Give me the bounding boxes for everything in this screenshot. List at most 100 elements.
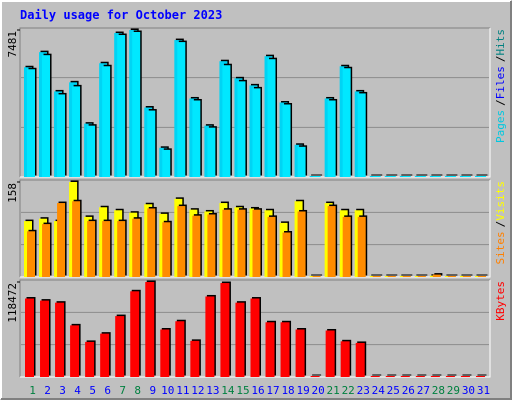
- bar: [205, 296, 215, 377]
- bar: [190, 340, 200, 377]
- bar: [327, 206, 336, 277]
- bar: [162, 149, 171, 177]
- plot-frame-dark: [19, 27, 490, 177]
- legend-entry: Pages: [494, 110, 507, 143]
- bar-shadow: [404, 174, 413, 176]
- bar: [265, 322, 275, 377]
- bar: [402, 276, 411, 277]
- bar: [310, 376, 320, 377]
- bar: [132, 218, 141, 277]
- bar-shadow: [389, 174, 398, 176]
- bar: [400, 376, 410, 377]
- bar: [340, 341, 350, 377]
- x-tick-label: 11: [176, 384, 189, 397]
- bar-shadow: [462, 374, 472, 376]
- legend-entry: Files: [494, 66, 507, 99]
- bar: [85, 341, 95, 377]
- x-tick-label: 6: [104, 384, 111, 397]
- x-tick-label: 19: [296, 384, 309, 397]
- legend-entry: Hits: [494, 29, 507, 56]
- bar: [387, 176, 396, 177]
- bar: [327, 100, 336, 177]
- x-tick-label: 26: [402, 384, 415, 397]
- bar: [147, 208, 156, 277]
- x-tick-label: 10: [161, 384, 174, 397]
- bar-shadow: [312, 374, 322, 376]
- bar: [250, 298, 260, 377]
- bar: [477, 176, 486, 177]
- bar: [55, 302, 65, 377]
- bar-shadow: [374, 274, 383, 276]
- bar: [27, 231, 35, 277]
- x-tick-label: 5: [89, 384, 96, 397]
- y-tick-label: 118472: [6, 283, 19, 323]
- bar-shadow: [449, 274, 458, 276]
- bar: [357, 216, 366, 277]
- bar: [462, 276, 471, 277]
- bar-shadow: [389, 274, 398, 276]
- bar: [42, 224, 51, 277]
- x-tick-label: 9: [149, 384, 156, 397]
- bar: [357, 93, 366, 177]
- plot-frame-dark: [19, 279, 490, 377]
- bar: [192, 100, 201, 177]
- x-tick-label: 1: [29, 384, 36, 397]
- x-tick-label: 2: [44, 384, 51, 397]
- bar: [312, 176, 321, 177]
- bar: [102, 66, 111, 177]
- bar: [235, 302, 245, 377]
- bar: [402, 176, 411, 177]
- bar: [130, 291, 140, 377]
- bar: [282, 104, 291, 177]
- x-tick-label: 25: [387, 384, 400, 397]
- x-tick-label: 20: [312, 384, 325, 397]
- bar: [295, 329, 305, 377]
- x-tick-label: 24: [372, 384, 386, 397]
- bar: [40, 300, 50, 377]
- bar: [462, 176, 471, 177]
- bar-shadow: [479, 274, 488, 276]
- bar: [475, 376, 485, 377]
- bar: [252, 209, 261, 277]
- bar: [370, 376, 380, 377]
- bar: [57, 203, 66, 277]
- bar: [145, 282, 155, 377]
- legend-separator: /: [494, 221, 507, 228]
- bar-shadow: [464, 274, 473, 276]
- legend-entry: Visits: [494, 181, 507, 221]
- bar: [222, 65, 231, 177]
- legend-separator: /: [494, 99, 507, 106]
- bar: [312, 276, 321, 277]
- bar: [207, 214, 216, 277]
- x-tick-label: 4: [74, 384, 81, 397]
- bar: [460, 376, 470, 377]
- x-tick-label: 12: [191, 384, 204, 397]
- bar: [207, 127, 216, 177]
- bar-shadow: [417, 374, 427, 376]
- y-tick-label: 158: [6, 183, 19, 203]
- x-tick-label: 27: [417, 384, 430, 397]
- bar: [147, 110, 156, 177]
- bar: [220, 283, 230, 377]
- bar-shadow: [477, 374, 487, 376]
- legend: Sites /Visits: [494, 181, 507, 265]
- bar-shadow: [374, 174, 383, 176]
- bar: [297, 211, 306, 277]
- x-tick-label: 23: [357, 384, 370, 397]
- bar: [417, 276, 426, 277]
- plot-frame-dark: [19, 179, 490, 277]
- x-tick-label: 3: [59, 384, 66, 397]
- bar: [87, 221, 96, 277]
- x-tick-label: 30: [462, 384, 475, 397]
- bar: [117, 35, 126, 178]
- bar: [117, 221, 126, 277]
- bar: [342, 216, 351, 277]
- bar-shadow: [419, 174, 428, 176]
- bar: [297, 146, 306, 177]
- x-tick-label: 15: [236, 384, 249, 397]
- legend-entry: KBytes: [494, 281, 507, 321]
- bar-shadow: [419, 274, 428, 276]
- bar: [115, 316, 125, 377]
- x-tick-label: 14: [221, 384, 235, 397]
